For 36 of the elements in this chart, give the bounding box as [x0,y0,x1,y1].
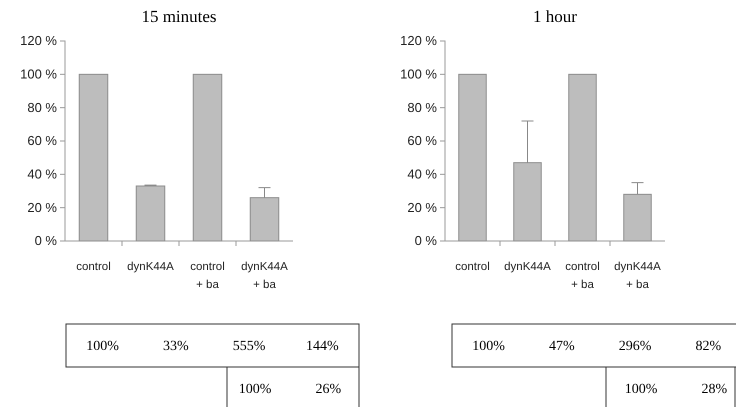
y-tick-label: 60 % [27,133,58,148]
x-tick-label: control + ba [565,261,600,291]
chart-title: 1 hour [533,7,578,26]
text: 296% [618,339,652,354]
text: 144% [306,339,340,354]
text: 555% [232,339,266,354]
text: 100% [624,382,658,397]
chart-title: 15 minutes [141,7,217,26]
text: 100% [472,339,506,354]
x-tick-label: control [455,261,490,273]
y-tick-label: 60 % [407,133,438,148]
y-tick-label: 40 % [27,166,58,182]
x-tick-label: dynK44A + ba [614,261,662,291]
text: 33% [163,339,190,354]
y-tick-label: 0 % [414,233,438,248]
text: 100% [86,339,120,354]
x-tick-label: control [76,261,111,273]
y-tick-label: 100 % [20,66,58,82]
y-tick-label: 120 % [400,33,438,48]
text: 100% [238,382,272,397]
text: 82% [696,339,722,354]
x-tick-label: dynK44A [504,261,552,273]
y-tick-label: 80 % [407,100,438,115]
y-tick-label: 0 % [34,233,58,248]
text: 47% [549,339,576,354]
y-tick-label: 100 % [400,66,438,82]
text: 26% [316,382,342,397]
y-tick-label: 20 % [27,200,58,215]
text: 28% [702,382,728,397]
y-tick-label: 80 % [27,100,58,115]
y-tick-label: 20 % [407,200,438,215]
y-tick-label: 40 % [407,166,438,182]
x-tick-label: dynK44A [127,261,174,273]
x-tick-label: control + ba [190,261,225,291]
x-tick-label: dynK44A + ba [241,261,288,291]
y-tick-label: 120 % [20,33,58,48]
